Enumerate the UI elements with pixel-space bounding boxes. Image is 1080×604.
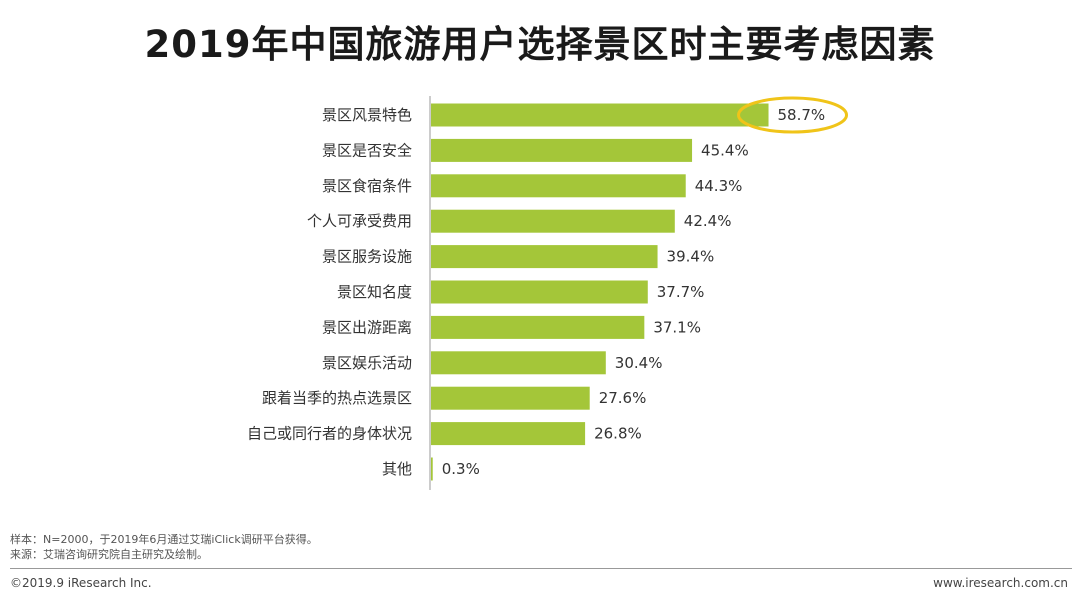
- footer-copyright: ©2019.9 iResearch Inc.: [10, 576, 152, 590]
- category-label: 景区娱乐活动: [322, 354, 412, 372]
- bar: [431, 103, 769, 127]
- chart-title: 2019年中国旅游用户选择景区时主要考虑因素: [144, 23, 936, 66]
- bar: [431, 280, 648, 304]
- bar: [431, 422, 586, 446]
- value-label: 44.3%: [695, 177, 743, 195]
- category-label: 跟着当季的热点选景区: [262, 389, 412, 407]
- category-label: 景区食宿条件: [322, 177, 412, 195]
- category-label: 景区出游距离: [322, 318, 412, 336]
- footer-website: www.iresearch.com.cn: [933, 576, 1068, 590]
- value-label: 0.3%: [442, 460, 480, 478]
- bar: [431, 174, 686, 198]
- category-label: 个人可承受费用: [307, 212, 412, 230]
- highlight-ellipse: [737, 96, 849, 134]
- value-label: 39.4%: [667, 248, 715, 266]
- value-label: 27.6%: [599, 389, 647, 407]
- value-label: 58.7%: [778, 106, 826, 124]
- category-label: 其他: [382, 460, 412, 478]
- bar-chart: 景区风景特色 58.7% 景区是否安全 45.4% 景区食宿条件 44.3% 个人可承受费用…: [247, 96, 849, 490]
- bar: [431, 245, 658, 269]
- category-label: 自己或同行者的身体状况: [247, 425, 412, 443]
- sample-note: 样本：N=2000，于2019年6月通过艾瑞iClick调研平台获得。: [10, 533, 318, 546]
- bar: [431, 138, 693, 162]
- value-label: 37.7%: [657, 283, 705, 301]
- category-label: 景区服务设施: [322, 248, 412, 266]
- value-label: 26.8%: [594, 425, 642, 443]
- bar: [431, 386, 590, 410]
- value-label: 37.1%: [653, 318, 701, 336]
- bar: [431, 209, 675, 233]
- bar: [431, 351, 606, 375]
- category-label: 景区是否安全: [322, 141, 412, 159]
- bar: [431, 315, 645, 339]
- category-label: 景区风景特色: [322, 106, 412, 124]
- value-label: 45.4%: [701, 141, 749, 159]
- bar: [431, 457, 433, 481]
- footer-divider: [10, 568, 1072, 569]
- value-label: 30.4%: [615, 354, 663, 372]
- category-label: 景区知名度: [337, 283, 412, 301]
- value-label: 42.4%: [684, 212, 732, 230]
- source-note: 来源：艾瑞咨询研究院自主研究及绘制。: [10, 548, 208, 561]
